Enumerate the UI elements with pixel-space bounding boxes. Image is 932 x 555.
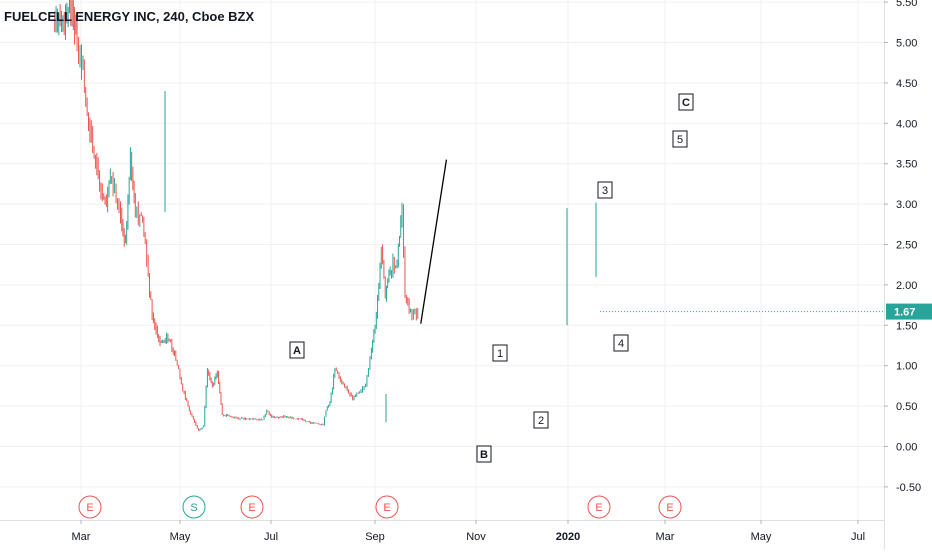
last-price-tag-bg xyxy=(886,303,932,320)
price-tick-label: 3.50 xyxy=(896,159,917,171)
earnings-marker[interactable]: E xyxy=(78,495,102,519)
projection-trendline[interactable] xyxy=(420,159,448,324)
time-scale-background xyxy=(0,520,884,550)
time-tick-label: May xyxy=(170,531,191,543)
wave-label-2[interactable]: 2 xyxy=(533,411,549,429)
price-tick-label: -0.50 xyxy=(896,482,921,494)
event-marker-circle xyxy=(658,495,682,519)
price-tick-label: 5.50 xyxy=(896,0,917,9)
wave-label-text: 3 xyxy=(602,185,608,197)
earnings-marker[interactable]: E xyxy=(375,495,399,519)
price-tick-label: 0.00 xyxy=(896,442,917,454)
wave-label-box xyxy=(678,93,694,111)
last-price-tag[interactable]: 1.67 xyxy=(886,303,932,320)
wave-label-text: B xyxy=(480,449,488,461)
time-tick-label: 2020 xyxy=(556,531,580,543)
wave-label-text: 5 xyxy=(677,134,683,146)
wave-annotations: A B C 1 2 3 4 5 xyxy=(289,93,694,463)
time-tick-label: Jul xyxy=(264,531,278,543)
wave-label-text: C xyxy=(682,97,690,109)
wave-label-box xyxy=(289,341,305,359)
wave-label-a[interactable]: A xyxy=(289,341,305,359)
price-tick-label: 2.00 xyxy=(896,280,917,292)
price-tick-label: 1.50 xyxy=(896,320,917,332)
earnings-marker[interactable]: E xyxy=(587,495,611,519)
wave-label-text: 2 xyxy=(538,415,544,427)
time-scale[interactable]: Mar May Jul Sep Nov 2020 Mar May Jul xyxy=(72,520,866,543)
time-tick-label: Mar xyxy=(656,531,675,543)
price-tick-label: 3.00 xyxy=(896,199,917,211)
event-marker-circle xyxy=(240,495,264,519)
time-tick-label: May xyxy=(751,531,772,543)
wave-label-box xyxy=(613,334,629,352)
earnings-marker[interactable]: E xyxy=(658,495,682,519)
grid xyxy=(0,0,884,520)
wave-label-text: 4 xyxy=(618,338,624,350)
wave-label-1[interactable]: 1 xyxy=(492,344,508,362)
split-marker[interactable]: S xyxy=(182,495,206,519)
event-marker-label: E xyxy=(248,502,255,514)
wave-label-5[interactable]: 5 xyxy=(672,130,688,148)
event-marker-circle xyxy=(182,495,206,519)
last-price-value: 1.67 xyxy=(894,307,915,319)
time-tick-label: Mar xyxy=(72,531,91,543)
event-marker-circle xyxy=(375,495,399,519)
price-tick-label: 5.00 xyxy=(896,38,917,50)
price-tick-label: 4.00 xyxy=(896,118,917,130)
wave-label-3[interactable]: 3 xyxy=(597,181,613,199)
event-marker-circle xyxy=(78,495,102,519)
earnings-marker[interactable]: E xyxy=(240,495,264,519)
wave-label-text: 1 xyxy=(497,348,503,360)
price-tick-label: 2.50 xyxy=(896,240,917,252)
event-marker-label: E xyxy=(595,502,602,514)
wave-label-box xyxy=(533,411,549,429)
wave-label-4[interactable]: 4 xyxy=(613,334,629,352)
event-marker-label: E xyxy=(383,502,390,514)
wave-label-text: A xyxy=(293,345,301,357)
event-marker-label: E xyxy=(666,502,673,514)
wave-label-c[interactable]: C xyxy=(678,93,694,111)
symbol-title[interactable]: FUELCELL ENERGY INC, 240, Cboe BZX xyxy=(4,9,255,24)
wave-label-b[interactable]: B xyxy=(476,445,492,463)
price-tick-label: 0.50 xyxy=(896,401,917,413)
wave-label-box xyxy=(492,344,508,362)
event-marker-circle xyxy=(587,495,611,519)
candles xyxy=(54,0,597,431)
wave-label-box xyxy=(672,130,688,148)
price-scale-background xyxy=(884,0,932,550)
time-tick-label: Sep xyxy=(365,531,385,543)
price-scale[interactable]: 5.50 5.00 4.50 4.00 3.50 3.00 2.50 2.00 1.50 1.00… xyxy=(884,0,921,494)
event-marker-label: S xyxy=(190,502,197,514)
wave-label-box xyxy=(597,181,613,199)
time-tick-label: Jul xyxy=(851,531,865,543)
time-tick-label: Nov xyxy=(466,531,486,543)
price-tick-label: 1.00 xyxy=(896,361,917,373)
price-tick-label: 4.50 xyxy=(896,78,917,90)
wave-label-box xyxy=(476,445,492,463)
event-marker-label: E xyxy=(86,502,93,514)
